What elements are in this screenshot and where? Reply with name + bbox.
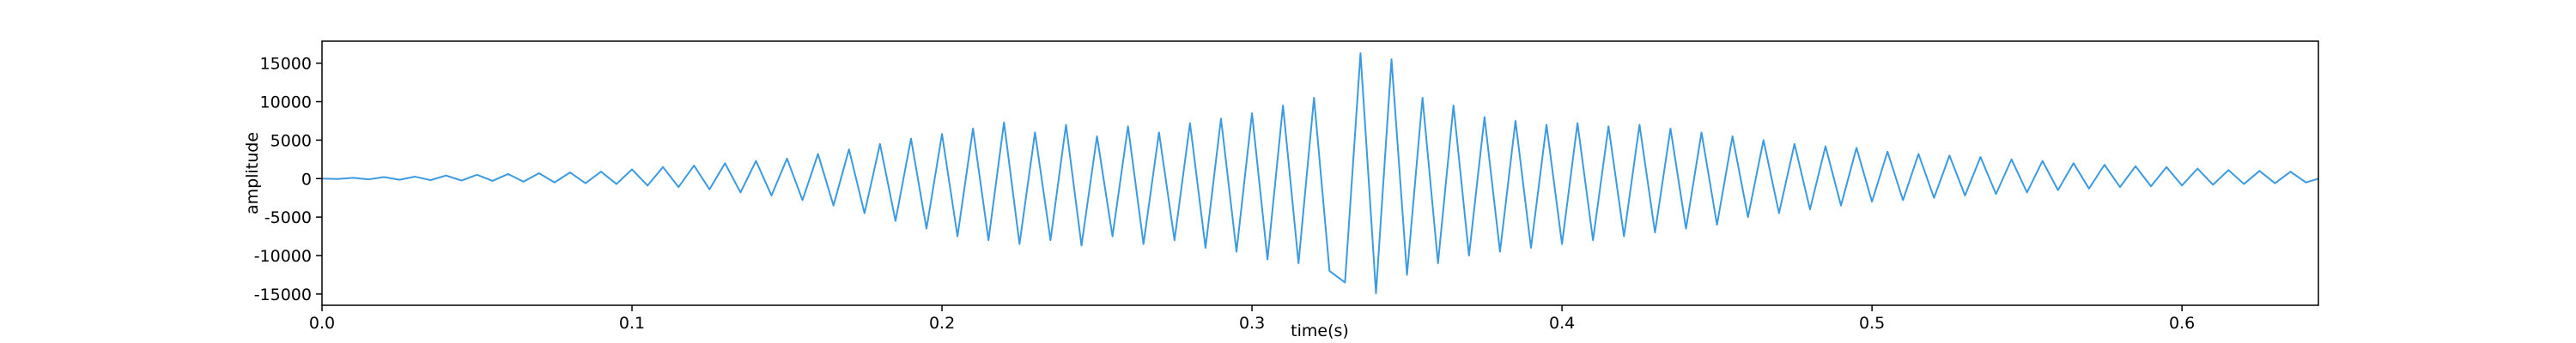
- y-tick-label: 15000: [260, 55, 312, 74]
- y-tick-label: -5000: [264, 208, 312, 227]
- x-tick-label: 0.6: [2169, 314, 2195, 333]
- x-tick-label: 0.5: [1859, 314, 1885, 333]
- y-axis-label: amplitude: [243, 132, 262, 214]
- y-tick-label: -15000: [254, 286, 312, 304]
- y-tick-label: 0: [301, 170, 312, 189]
- plot-frame: [321, 40, 2319, 306]
- x-tick-label: 0.1: [619, 314, 645, 333]
- y-tick-label: -10000: [254, 247, 312, 266]
- x-axis-label: time(s): [1291, 322, 1349, 340]
- x-tick-label: 0.3: [1239, 314, 1265, 333]
- y-tick-label: 5000: [270, 131, 312, 150]
- waveform-line: [321, 52, 2319, 294]
- x-tick-label: 0.2: [929, 314, 955, 333]
- y-tick-label: 10000: [260, 93, 312, 112]
- x-tick-label: 0.0: [309, 314, 335, 333]
- x-tick-label: 0.4: [1549, 314, 1575, 333]
